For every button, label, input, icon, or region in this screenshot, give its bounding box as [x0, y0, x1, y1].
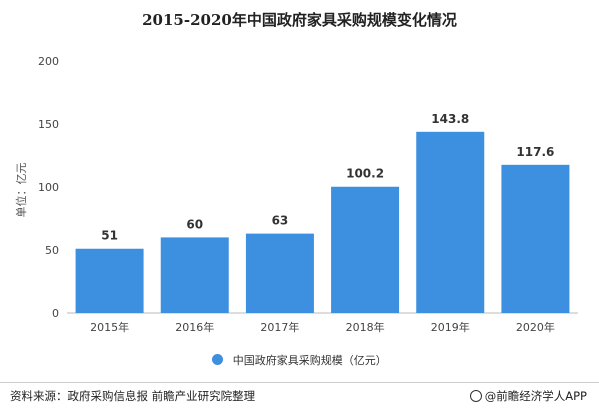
x-tick-label: 2019年 — [431, 320, 470, 334]
chart-title: 2015-2020年中国政府家具采购规模变化情况 — [142, 11, 457, 29]
chart-plot: 0 50 100 150 200 2015年 2016年 2017年 2018年 2019年 202… — [14, 55, 578, 334]
x-tick-label: 2018年 — [346, 320, 385, 334]
y-axis-label: 单位：亿元 — [14, 163, 28, 218]
y-tick-label: 50 — [45, 244, 59, 257]
brand-credit: @前瞻经济学人APP — [469, 388, 587, 404]
x-tick-label: 2015年 — [90, 320, 129, 334]
bar — [416, 131, 485, 313]
data-label: 143.8 — [431, 112, 469, 126]
x-tick-label: 2020年 — [516, 320, 555, 334]
y-tick-label: 0 — [52, 307, 59, 320]
legend-swatch — [212, 354, 224, 365]
footer-divider — [0, 382, 599, 383]
value-label-layer: 51 60 63 100.2 143.8 117.6 — [101, 112, 554, 243]
bar — [75, 248, 144, 313]
brand-logo-icon — [469, 390, 482, 402]
x-tick-label: 2017年 — [260, 320, 299, 334]
bar — [501, 164, 570, 313]
bar — [160, 237, 229, 313]
y-tick-label: 150 — [38, 118, 59, 131]
data-label: 51 — [101, 229, 118, 243]
axis-layer: 0 50 100 150 200 2015年 2016年 2017年 2018年 2019年 202… — [38, 55, 578, 334]
x-tick-label: 2016年 — [175, 320, 214, 334]
legend: 中国政府家具采购规模（亿元） — [0, 352, 599, 368]
bar-layer — [75, 131, 570, 313]
y-tick-label: 200 — [38, 55, 59, 68]
data-label: 100.2 — [346, 167, 384, 181]
brand-label: @前瞻经济学人APP — [484, 389, 587, 403]
source-note: 资料来源：政府采购信息报 前瞻产业研究院整理 — [10, 389, 256, 403]
bar — [331, 186, 400, 313]
data-label: 63 — [272, 214, 289, 228]
data-label: 117.6 — [516, 145, 554, 159]
bar — [245, 233, 314, 313]
y-tick-label: 100 — [38, 181, 59, 194]
data-label: 60 — [186, 217, 203, 231]
legend-label: 中国政府家具采购规模（亿元） — [232, 354, 387, 367]
